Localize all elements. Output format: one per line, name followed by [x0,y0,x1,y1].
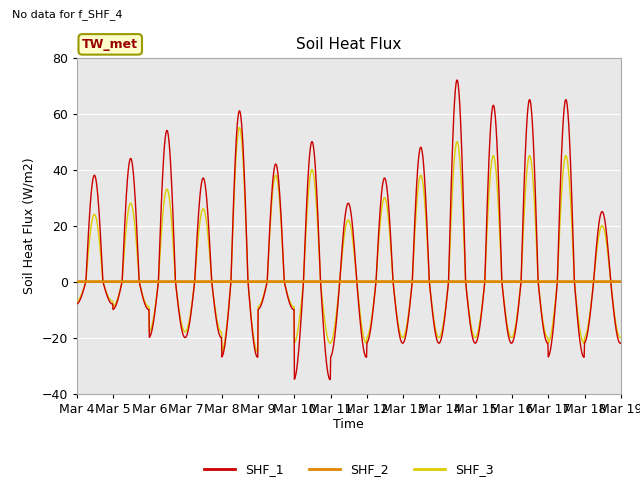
Text: TW_met: TW_met [82,38,138,51]
Title: Soil Heat Flux: Soil Heat Flux [296,37,401,52]
Y-axis label: Soil Heat Flux (W/m2): Soil Heat Flux (W/m2) [23,157,36,294]
Text: No data for f_SHF_4: No data for f_SHF_4 [12,9,122,20]
X-axis label: Time: Time [333,419,364,432]
Legend: SHF_1, SHF_2, SHF_3: SHF_1, SHF_2, SHF_3 [199,458,499,480]
